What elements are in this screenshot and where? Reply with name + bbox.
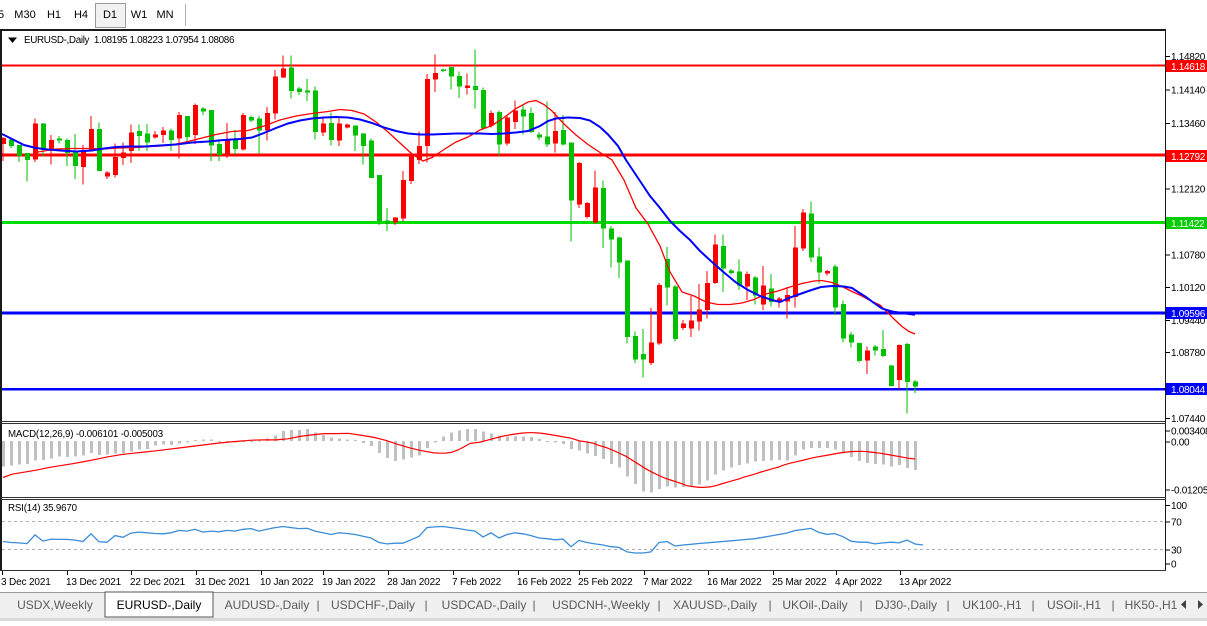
svg-text:25 Feb 2022: 25 Feb 2022 [578, 577, 633, 588]
svg-text:USDCAD-,Daily: USDCAD-,Daily [442, 598, 527, 612]
svg-text:1.09596: 1.09596 [1171, 309, 1206, 320]
svg-text:USDX,Weekly: USDX,Weekly [17, 598, 93, 612]
svg-text:|: | [768, 598, 771, 612]
svg-text:DJ30-,Daily: DJ30-,Daily [875, 598, 937, 612]
svg-text:H4: H4 [74, 9, 88, 21]
svg-text:|: | [657, 598, 660, 612]
svg-text:EURUSD-,Daily 1.08195 1.08223: EURUSD-,Daily 1.08195 1.08223 1.07954 1.… [24, 35, 235, 46]
svg-text:31 Dec 2021: 31 Dec 2021 [195, 577, 251, 588]
svg-text:1.08044: 1.08044 [1171, 385, 1206, 396]
svg-text:7 Mar 2022: 7 Mar 2022 [643, 577, 693, 588]
svg-text:5: 5 [0, 9, 4, 21]
svg-text:W1: W1 [131, 9, 148, 21]
svg-text:1.08780: 1.08780 [1171, 348, 1206, 359]
svg-text:MN: MN [156, 9, 173, 21]
svg-text:AUDUSD-,Daily: AUDUSD-,Daily [225, 598, 310, 612]
svg-text:USDCNH-,Weekly: USDCNH-,Weekly [552, 598, 650, 612]
svg-text:100: 100 [1171, 501, 1188, 512]
svg-text:HK50-,H1: HK50-,H1 [1125, 598, 1178, 612]
svg-text:1.10780: 1.10780 [1171, 250, 1206, 261]
svg-text:RSI(14) 35.9670: RSI(14) 35.9670 [8, 503, 78, 514]
svg-text:|: | [424, 598, 427, 612]
svg-text:70: 70 [1171, 518, 1182, 529]
svg-text:USOil-,H1: USOil-,H1 [1047, 598, 1101, 612]
svg-text:|: | [946, 598, 949, 612]
svg-text:XAUUSD-,Daily: XAUUSD-,Daily [673, 598, 757, 612]
svg-text:1.13460: 1.13460 [1171, 119, 1206, 130]
svg-text:UK100-,H1: UK100-,H1 [962, 598, 1022, 612]
svg-text:1.14140: 1.14140 [1171, 85, 1206, 96]
svg-text:10 Jan 2022: 10 Jan 2022 [260, 577, 314, 588]
svg-text:0.00: 0.00 [1171, 438, 1190, 449]
svg-text:|: | [1031, 598, 1034, 612]
svg-text:D1: D1 [103, 9, 117, 21]
svg-text:1.12120: 1.12120 [1171, 185, 1206, 196]
svg-text:3 Dec 2021: 3 Dec 2021 [1, 577, 51, 588]
svg-text:|: | [859, 598, 862, 612]
svg-text:19 Jan 2022: 19 Jan 2022 [322, 577, 376, 588]
svg-text:1.12792: 1.12792 [1171, 152, 1206, 163]
svg-text:4 Apr 2022: 4 Apr 2022 [835, 577, 882, 588]
svg-text:|: | [316, 598, 319, 612]
svg-text:UKOil-,Daily: UKOil-,Daily [782, 598, 847, 612]
svg-text:1.07440: 1.07440 [1171, 414, 1206, 425]
svg-text:28 Jan 2022: 28 Jan 2022 [387, 577, 441, 588]
svg-text:0.003408: 0.003408 [1171, 427, 1207, 438]
svg-text:30: 30 [1171, 546, 1182, 557]
svg-text:1.14618: 1.14618 [1171, 62, 1206, 73]
svg-text:1.09440: 1.09440 [1171, 316, 1206, 327]
svg-text:-0.012058: -0.012058 [1171, 486, 1207, 497]
svg-text:7 Feb 2022: 7 Feb 2022 [452, 577, 502, 588]
svg-text:|: | [1111, 598, 1114, 612]
svg-text:13 Apr 2022: 13 Apr 2022 [899, 577, 952, 588]
svg-text:|: | [532, 598, 535, 612]
svg-text:M30: M30 [14, 9, 35, 21]
svg-text:0: 0 [1171, 560, 1177, 571]
svg-text:USDCHF-,Daily: USDCHF-,Daily [331, 598, 415, 612]
svg-text:22 Dec 2021: 22 Dec 2021 [130, 577, 186, 588]
svg-text:H1: H1 [47, 9, 61, 21]
svg-text:EURUSD-,Daily: EURUSD-,Daily [117, 598, 202, 612]
svg-text:MACD(12,26,9) -0.006101 -0.005: MACD(12,26,9) -0.006101 -0.005003 [8, 429, 163, 440]
svg-text:16 Feb 2022: 16 Feb 2022 [517, 577, 572, 588]
svg-text:1.11422: 1.11422 [1171, 219, 1205, 230]
svg-text:16 Mar 2022: 16 Mar 2022 [707, 577, 762, 588]
svg-text:1.10120: 1.10120 [1171, 283, 1206, 294]
svg-text:1.14820: 1.14820 [1171, 52, 1206, 63]
svg-text:13 Dec 2021: 13 Dec 2021 [66, 577, 122, 588]
svg-text:25 Mar 2022: 25 Mar 2022 [772, 577, 827, 588]
